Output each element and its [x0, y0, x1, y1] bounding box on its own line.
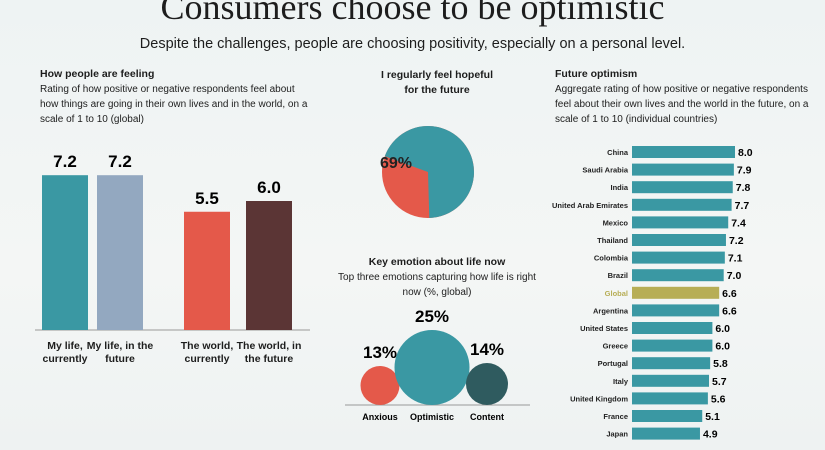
category-label: Thailand [597, 236, 628, 245]
page-title: Consumers choose to be optimistic [160, 0, 665, 27]
category-label: Mexico [603, 218, 629, 227]
bar [632, 146, 735, 158]
bar [184, 211, 230, 330]
category-label: The world, currently [180, 340, 234, 365]
bar [632, 269, 724, 282]
value-label: 5.6 [711, 393, 726, 405]
bar [97, 175, 143, 330]
chart-title: Key emotion about life now [368, 256, 506, 268]
category-label: China [607, 148, 629, 157]
value-label: 5.1 [705, 411, 720, 423]
bar [632, 234, 726, 246]
bar [246, 201, 292, 330]
category-label: India [610, 183, 628, 192]
category-label: My life, currently [42, 340, 88, 365]
value-label: 4.9 [703, 429, 718, 441]
bar [632, 286, 720, 299]
category-label: Content [470, 412, 504, 422]
category-label: My life, in the future [86, 340, 154, 365]
category-label: Greece [603, 342, 628, 351]
chart-subtitle: Rating of how positive or negative respo… [40, 84, 308, 125]
bar [632, 304, 720, 317]
category-label: United Arab Emirates [552, 201, 628, 210]
value-label: 8.0 [738, 147, 753, 159]
bar [42, 175, 88, 330]
value-label: 13% [363, 343, 397, 362]
chart-subtitle: Top three emotions capturing how life is… [338, 272, 536, 298]
bar [632, 216, 729, 229]
value-label: 7.1 [728, 253, 743, 265]
pie-slice [384, 126, 475, 218]
category-label: United States [580, 324, 628, 333]
bar [632, 251, 725, 264]
category-label: Colombia [594, 254, 629, 263]
value-label: 7.9 [737, 165, 752, 177]
category-label: Optimistic [410, 412, 454, 422]
bar [632, 181, 733, 194]
value-label: 7.8 [736, 182, 751, 194]
value-label: 25% [415, 307, 449, 326]
category-label: Italy [613, 377, 629, 386]
value-label: 6.6 [722, 288, 737, 300]
bar [632, 163, 734, 176]
chart-title: I regularly feel hopeful for the future [380, 69, 494, 96]
value-label: 14% [470, 340, 504, 359]
value-label: 6.0 [715, 341, 730, 353]
value-label: 6.6 [722, 305, 737, 317]
value-label: 7.4 [731, 217, 746, 229]
value-label: 7.2 [53, 152, 77, 171]
bubble [466, 363, 508, 405]
chart-title: How people are feeling [40, 68, 155, 80]
category-label: The world, in the future [236, 340, 302, 365]
value-label: 69% [380, 155, 412, 172]
bar [632, 339, 713, 352]
category-label: Saudi Arabia [582, 166, 628, 175]
bar [632, 410, 703, 422]
bar [632, 198, 732, 211]
chart-title: Future optimism [555, 68, 638, 80]
category-label: Brazil [608, 271, 628, 280]
bar [632, 322, 713, 334]
bar [632, 374, 710, 387]
value-label: 7.2 [729, 235, 744, 247]
bar [632, 392, 708, 405]
value-label: 7.0 [727, 270, 742, 282]
category-label: France [603, 412, 628, 421]
chart-subtitle: Aggregate rating of how positive or nega… [555, 84, 809, 125]
bar [632, 357, 711, 370]
bar [632, 427, 700, 440]
category-label: United Kingdom [570, 394, 628, 403]
value-label: 5.7 [712, 376, 727, 388]
category-label: Japan [606, 430, 628, 439]
category-label: Argentina [593, 306, 629, 315]
category-label: Portugal [598, 359, 628, 368]
value-label: 7.2 [108, 152, 132, 171]
value-label: 7.7 [735, 200, 750, 212]
bubble [360, 366, 400, 405]
value-label: 6.0 [257, 178, 281, 197]
category-label: Global [605, 289, 628, 298]
value-label: 5.8 [713, 358, 728, 370]
value-label: 6.0 [715, 323, 730, 335]
category-label: Anxious [362, 412, 398, 422]
value-label: 5.5 [195, 189, 219, 208]
bubble [394, 330, 470, 405]
page-subtitle: Despite the challenges, people are choos… [139, 36, 686, 52]
